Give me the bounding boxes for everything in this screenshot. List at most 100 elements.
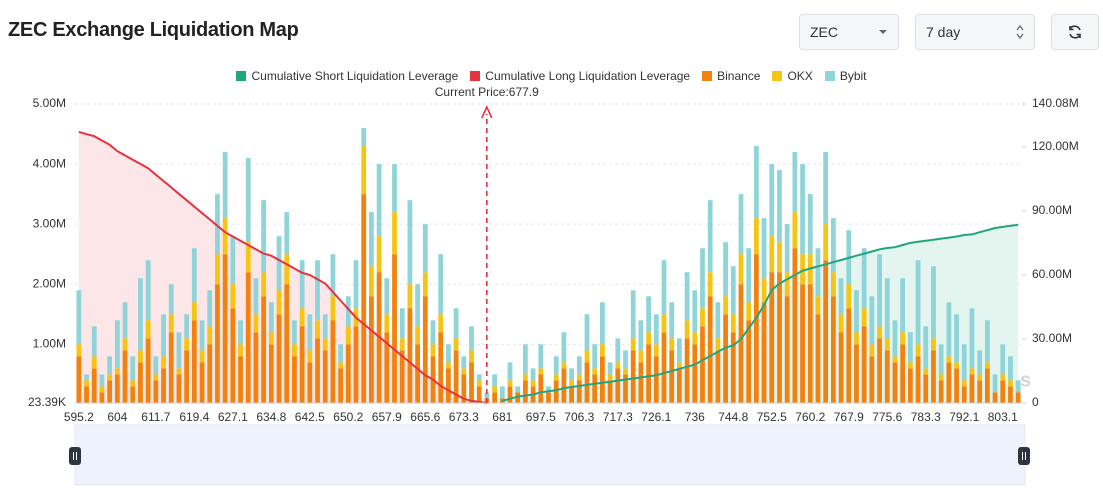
bar-segment [523,374,528,381]
bar-segment [954,362,959,369]
bar-segment [838,314,844,333]
x-tick-label: 736 [685,410,705,424]
symbol-value: ZEC [810,24,838,40]
bar-segment [222,218,228,255]
y2-tick-label: 140.08M [1032,96,1079,110]
bar-segment [700,248,705,309]
bar-segment [268,344,274,403]
bar-segment [915,260,921,345]
bar-segment [184,314,190,339]
bar-segment [345,344,351,403]
bar-segment [499,386,505,399]
bar-segment [161,314,166,357]
bar-segment [669,302,675,339]
legend-label: Cumulative Short Liquidation Leverage [251,69,459,83]
bar-segment [846,284,852,309]
current-price-label: Current Price:677.9 [435,85,539,99]
bar-segment [946,356,952,363]
bar-segment [1000,374,1006,381]
bar-segment [600,302,605,345]
bar-segment [207,326,213,345]
bar-segment [969,308,975,369]
bar-segment [199,350,205,363]
bar-segment [114,320,120,369]
bar-segment [176,332,182,369]
bar-segment [684,320,690,339]
bar-segment [715,302,721,339]
bar-segment [407,200,413,285]
bar-segment [823,260,829,403]
bar-segment [707,272,713,297]
legend-item[interactable]: OKX [772,69,813,83]
bar-segment [538,368,544,375]
x-tick-label: 619.4 [179,410,209,424]
bar-segment [784,224,790,273]
current-price-arrow [481,105,493,119]
bar-segment [130,380,136,387]
legend-item[interactable]: Cumulative Short Liquidation Leverage [236,69,458,83]
zoom-handle [1018,447,1030,465]
legend-item[interactable]: Bybit [824,69,867,83]
bar-segment [523,380,528,403]
bar-segment [854,332,859,345]
symbol-select[interactable]: ZEC [799,14,899,50]
x-tick-label: 792.1 [949,410,979,424]
bar-segment [161,368,166,403]
bar-segment [653,314,659,345]
bar-segment [992,392,998,403]
bar-segment [507,362,513,381]
bar-segment [176,374,182,403]
bar-segment [199,362,205,403]
bar-segment [792,152,798,213]
bar-segment [476,386,482,403]
bar-segment [361,146,367,195]
bar-segment [838,278,844,315]
bar-segment [99,386,105,393]
bar-segment [576,374,582,381]
bar-segment [407,284,413,309]
y-tick-label: 2.00M [33,276,66,290]
bar-segment [576,380,582,403]
y-tick-label: 1.00M [33,336,66,350]
bar-segment [869,296,875,345]
bar-segment [107,356,113,375]
bar-segment [584,350,590,363]
legend-item[interactable]: Cumulative Long Liquidation Leverage [470,69,690,83]
bar-segment [215,284,220,403]
x-tick-label: 803.1 [988,410,1018,424]
bar-segment [730,314,736,333]
bar-segment [931,266,936,339]
bar-segment [338,362,344,369]
bar-segment [207,290,213,327]
bar-segment [923,368,929,375]
x-tick-label: 706.3 [564,410,594,424]
bar-segment [222,152,228,219]
bar-segment [253,332,259,403]
bar-segment [923,326,929,369]
bar-segment [299,260,305,309]
bar-segment [91,356,97,369]
bar-segment [753,254,759,403]
bar-segment [561,368,567,403]
bar-segment [815,314,821,403]
bar-segment [307,314,313,351]
bar-segment [669,338,675,351]
bar-segment [630,350,636,403]
bar-segment [284,212,290,255]
bar-segment [199,320,205,351]
bar-segment [476,380,482,387]
legend-swatch [772,71,783,81]
bar-segment [607,374,613,381]
bar-segment [592,344,598,369]
bar-segment [969,368,975,375]
legend-item[interactable]: Binance [702,69,760,83]
legend-label: Bybit [839,69,867,83]
bar-segment [600,344,605,357]
refresh-button[interactable] [1051,14,1099,50]
bar-segment [623,368,628,375]
x-tick-label: 775.6 [872,410,902,424]
bar-segment [430,320,436,345]
bar-segment [969,374,975,403]
period-select[interactable]: 7 day [915,14,1035,50]
bar-segment [299,308,305,327]
